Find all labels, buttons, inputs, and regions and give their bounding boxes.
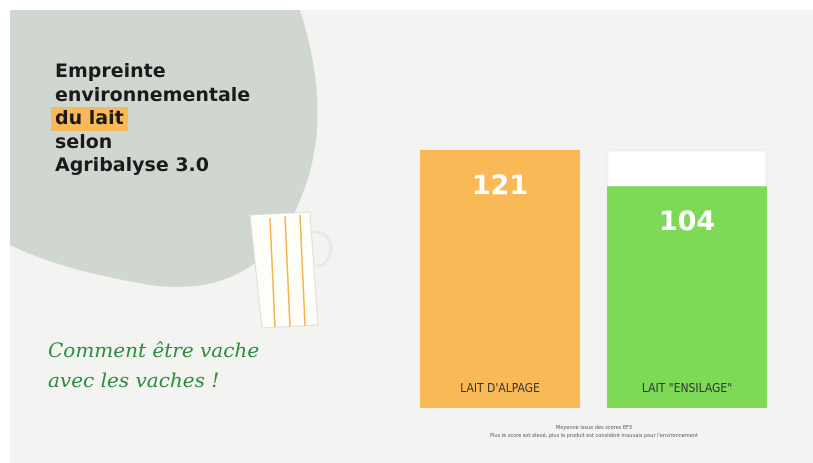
category-label: LAIT D'ALPAGE [460,381,540,395]
title-line: environnementale [55,83,251,106]
tagline-line: Comment être vache [48,338,260,362]
title: Empreinte environnementale du lait selon Agr… [51,60,251,178]
title-line: du lait [51,107,128,131]
tagline: Comment être vache avec les vaches ! [48,335,259,395]
blob [10,10,318,287]
jug [249,211,333,329]
title-line: selon [55,130,113,153]
title-line: Agribalyse 3.0 [55,154,209,176]
bar [420,150,580,408]
footnote: Plus le score est élevé, plus le produit… [490,433,698,439]
footnote: Moyenne issue des scores EF3 [555,425,633,431]
footnotes: Moyenne issue des scores EF3 Plus le scor… [420,424,768,440]
title-line: Empreinte [55,60,166,82]
value-label: 121 [471,170,529,201]
tagline-line: avec les vaches ! [48,368,220,392]
category-label: LAIT "ENSILAGE" [641,381,733,395]
value-label: 104 [658,206,716,238]
bar [607,186,767,408]
